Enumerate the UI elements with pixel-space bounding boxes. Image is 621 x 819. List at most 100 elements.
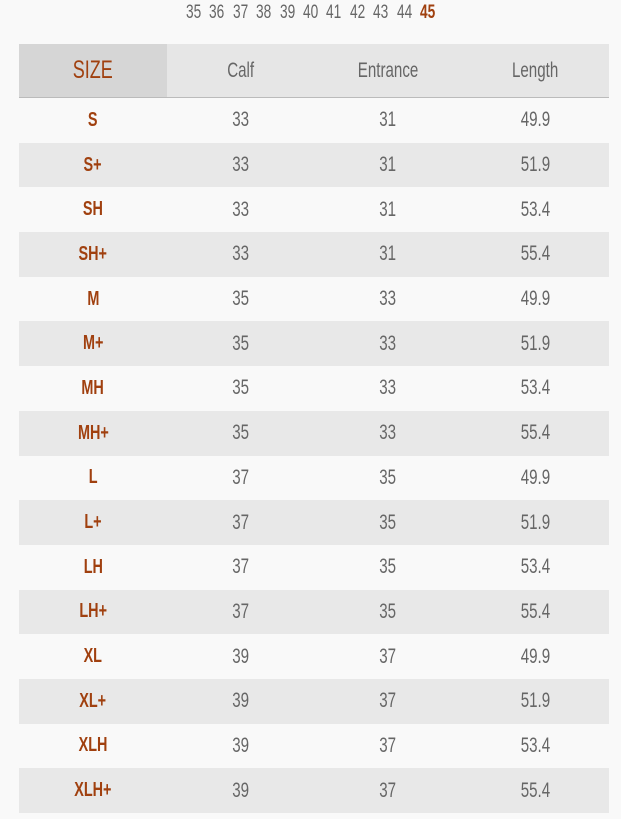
shoe-size-option[interactable]: 43 xyxy=(373,2,389,23)
cell-length-value: 49.9 xyxy=(520,644,551,668)
cell-length-value: 53.4 xyxy=(520,376,551,400)
cell-entrance-value: 37 xyxy=(379,778,397,802)
cell-entrance-value: 33 xyxy=(379,376,397,400)
shoe-size-option[interactable]: 42 xyxy=(349,2,365,23)
shoe-size-option[interactable]: 44 xyxy=(396,2,412,23)
shoe-size-option[interactable]: 38 xyxy=(256,2,272,23)
cell-entrance: 33 xyxy=(314,366,462,411)
header-length: Length xyxy=(461,44,609,98)
cell-calf-value: 37 xyxy=(232,555,250,579)
cell-entrance-value: 31 xyxy=(379,242,397,266)
shoe-size-option[interactable]: 36 xyxy=(209,2,225,23)
cell-calf: 35 xyxy=(167,410,315,456)
shoe-size-option[interactable]: 40 xyxy=(302,2,319,23)
table-row: L 37 35 49.9 xyxy=(19,455,609,501)
cell-size: M xyxy=(19,276,167,322)
shoe-size-option[interactable]: 41 xyxy=(326,2,342,23)
cell-length: 49.9 xyxy=(461,455,609,501)
cell-length: 53.4 xyxy=(461,723,609,769)
cell-length: 53.4 xyxy=(461,187,609,233)
cell-entrance: 35 xyxy=(314,589,462,635)
cell-calf-value: 33 xyxy=(232,153,250,177)
shoe-size-option[interactable]: 35 xyxy=(185,2,201,23)
cell-calf-value: 35 xyxy=(232,376,250,400)
cell-length-value: 49.9 xyxy=(520,287,551,311)
cell-length-value: 49.9 xyxy=(520,465,551,489)
cell-calf-value: 33 xyxy=(232,108,250,132)
shoe-size-option[interactable]: 37 xyxy=(232,2,248,23)
cell-entrance: 31 xyxy=(314,187,462,233)
cell-length: 49.9 xyxy=(461,634,609,679)
cell-size-value: LH+ xyxy=(79,600,107,623)
table-row: XL 39 37 49.9 xyxy=(19,634,609,679)
shoe-size-option[interactable]: 45 xyxy=(419,2,436,23)
cell-size: XL xyxy=(19,634,167,679)
table-row: LH 37 35 53.4 xyxy=(19,544,609,590)
table-row: SH+ 33 31 55.4 xyxy=(19,232,609,277)
cell-size: MH xyxy=(19,366,167,411)
cell-calf-value: 37 xyxy=(232,465,250,489)
table-row: M+ 35 33 51.9 xyxy=(19,321,609,367)
cell-size-value: M xyxy=(86,287,99,310)
cell-length: 55.4 xyxy=(461,768,609,813)
cell-calf: 39 xyxy=(167,634,315,679)
cell-entrance: 31 xyxy=(314,232,462,277)
table-row: MH 35 33 53.4 xyxy=(19,366,609,411)
cell-calf-value: 39 xyxy=(232,733,250,757)
table-row: S+ 33 31 51.9 xyxy=(19,142,609,188)
cell-size-value: MH xyxy=(81,376,105,399)
cell-size: S+ xyxy=(19,142,167,188)
cell-size-value: XLH+ xyxy=(74,779,112,802)
cell-calf: 33 xyxy=(167,97,315,143)
header-length-label: Length xyxy=(512,58,559,82)
cell-length-value: 55.4 xyxy=(520,242,551,266)
cell-length: 49.9 xyxy=(461,97,609,143)
cell-entrance: 37 xyxy=(314,678,462,724)
header-calf-label: Calf xyxy=(227,58,255,82)
cell-entrance-value: 37 xyxy=(379,644,397,668)
cell-size-value: XL xyxy=(83,645,103,668)
cell-calf-value: 39 xyxy=(232,644,250,668)
cell-length-value: 53.4 xyxy=(520,733,551,757)
table-row: S 33 31 49.9 xyxy=(19,97,609,143)
cell-calf-value: 37 xyxy=(232,599,250,623)
cell-size-value: MH+ xyxy=(77,421,109,444)
cell-entrance: 31 xyxy=(314,97,462,143)
cell-entrance: 33 xyxy=(314,410,462,456)
cell-entrance-value: 31 xyxy=(379,153,397,177)
cell-entrance: 35 xyxy=(314,455,462,501)
cell-calf-value: 33 xyxy=(232,197,250,221)
cell-size: M+ xyxy=(19,321,167,367)
cell-length: 51.9 xyxy=(461,678,609,724)
header-size: SIZE xyxy=(19,44,167,98)
cell-size: L+ xyxy=(19,500,167,545)
cell-length-value: 55.4 xyxy=(520,778,551,802)
cell-entrance-value: 35 xyxy=(379,555,397,579)
cell-entrance-value: 35 xyxy=(379,510,397,534)
table-row: XLH 39 37 53.4 xyxy=(19,723,609,769)
cell-length: 51.9 xyxy=(461,321,609,367)
cell-size: L xyxy=(19,455,167,501)
cell-length-value: 53.4 xyxy=(520,555,551,579)
cell-calf: 37 xyxy=(167,544,315,590)
cell-length-value: 51.9 xyxy=(520,153,551,177)
cell-entrance: 37 xyxy=(314,634,462,679)
shoe-size-option[interactable]: 39 xyxy=(279,2,295,23)
cell-calf: 37 xyxy=(167,500,315,545)
cell-length: 53.4 xyxy=(461,366,609,411)
cell-size: MH+ xyxy=(19,410,167,456)
cell-entrance-value: 31 xyxy=(379,197,397,221)
cell-entrance-value: 33 xyxy=(379,421,397,445)
cell-calf: 35 xyxy=(167,321,315,367)
cell-entrance-value: 37 xyxy=(379,733,397,757)
cell-calf-value: 37 xyxy=(232,510,250,534)
cell-size-value: LH xyxy=(83,555,103,578)
table-header-row: SIZE Calf Entrance Length xyxy=(19,44,609,98)
table-row: MH+ 35 33 55.4 xyxy=(19,410,609,456)
cell-size-value: SH+ xyxy=(78,242,108,265)
cell-calf: 37 xyxy=(167,455,315,501)
cell-calf: 39 xyxy=(167,678,315,724)
table-row: LH+ 37 35 55.4 xyxy=(19,589,609,635)
cell-calf-value: 35 xyxy=(232,331,250,355)
cell-size-value: XLH xyxy=(78,734,108,757)
